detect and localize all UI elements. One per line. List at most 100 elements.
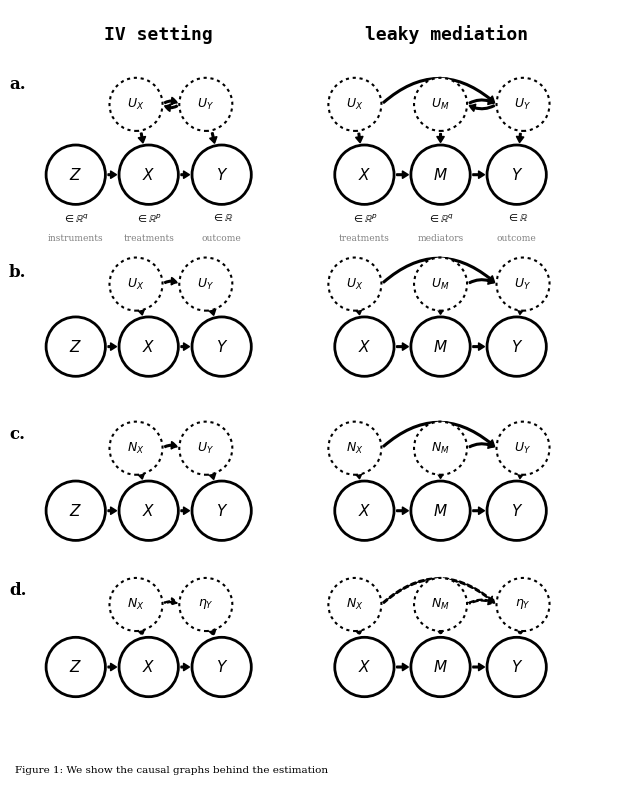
FancyArrowPatch shape bbox=[473, 663, 484, 671]
FancyArrowPatch shape bbox=[355, 629, 362, 635]
Text: c.: c. bbox=[9, 426, 25, 442]
FancyArrowPatch shape bbox=[108, 343, 116, 350]
FancyArrowPatch shape bbox=[383, 78, 495, 103]
Ellipse shape bbox=[46, 481, 106, 541]
Text: $X$: $X$ bbox=[358, 338, 371, 355]
Text: $\in \mathbb{R}^q$: $\in \mathbb{R}^q$ bbox=[427, 212, 454, 224]
FancyArrowPatch shape bbox=[469, 442, 494, 448]
FancyArrowPatch shape bbox=[165, 104, 177, 111]
Ellipse shape bbox=[487, 317, 547, 376]
Ellipse shape bbox=[46, 145, 106, 205]
Ellipse shape bbox=[109, 422, 163, 475]
Text: $N_{M}$: $N_{M}$ bbox=[431, 597, 450, 612]
FancyArrowPatch shape bbox=[469, 98, 494, 105]
FancyArrowPatch shape bbox=[164, 442, 177, 449]
FancyArrowPatch shape bbox=[181, 663, 189, 671]
Text: $X$: $X$ bbox=[358, 503, 371, 519]
Ellipse shape bbox=[411, 637, 470, 696]
Ellipse shape bbox=[109, 78, 163, 131]
Ellipse shape bbox=[119, 317, 179, 376]
Text: $N_{X}$: $N_{X}$ bbox=[346, 597, 364, 612]
FancyArrowPatch shape bbox=[210, 133, 217, 143]
FancyArrowPatch shape bbox=[181, 172, 189, 178]
Text: $U_{Y}$: $U_{Y}$ bbox=[197, 276, 214, 292]
Text: a.: a. bbox=[9, 76, 26, 94]
Text: $U_{Y}$: $U_{Y}$ bbox=[197, 441, 214, 456]
Text: $U_{Y}$: $U_{Y}$ bbox=[197, 97, 214, 112]
Ellipse shape bbox=[328, 422, 381, 475]
Text: $\in \mathbb{R}$: $\in \mathbb{R}$ bbox=[506, 212, 528, 224]
FancyArrowPatch shape bbox=[469, 277, 494, 284]
Ellipse shape bbox=[487, 145, 547, 205]
Text: $N_{X}$: $N_{X}$ bbox=[346, 441, 364, 456]
Text: mediators: mediators bbox=[417, 234, 463, 243]
FancyArrowPatch shape bbox=[516, 134, 524, 142]
Ellipse shape bbox=[328, 78, 381, 131]
Text: $Y$: $Y$ bbox=[511, 167, 523, 183]
Ellipse shape bbox=[487, 637, 547, 696]
Text: $\eta_Y$: $\eta_Y$ bbox=[515, 597, 531, 611]
Text: $\in \mathbb{R}^p$: $\in \mathbb{R}^p$ bbox=[135, 212, 163, 224]
FancyArrowPatch shape bbox=[437, 629, 444, 634]
Ellipse shape bbox=[46, 637, 106, 696]
Text: $U_{X}$: $U_{X}$ bbox=[127, 97, 145, 112]
FancyArrowPatch shape bbox=[383, 422, 495, 447]
FancyArrowPatch shape bbox=[437, 309, 444, 314]
Text: $X$: $X$ bbox=[358, 167, 371, 183]
FancyArrowPatch shape bbox=[470, 105, 494, 111]
FancyArrowPatch shape bbox=[397, 508, 408, 514]
FancyArrowPatch shape bbox=[355, 473, 362, 478]
FancyArrowPatch shape bbox=[138, 133, 145, 142]
Ellipse shape bbox=[414, 78, 467, 131]
FancyArrowPatch shape bbox=[181, 343, 189, 350]
FancyArrowPatch shape bbox=[164, 278, 177, 285]
FancyArrowPatch shape bbox=[437, 134, 444, 142]
FancyArrowPatch shape bbox=[437, 473, 444, 478]
Ellipse shape bbox=[335, 481, 394, 541]
Ellipse shape bbox=[109, 257, 163, 311]
FancyArrowPatch shape bbox=[397, 663, 408, 671]
Ellipse shape bbox=[192, 481, 252, 541]
Text: $\in \mathbb{R}$: $\in \mathbb{R}$ bbox=[211, 212, 233, 224]
FancyArrowPatch shape bbox=[356, 133, 363, 142]
Ellipse shape bbox=[497, 78, 550, 131]
Text: $Z$: $Z$ bbox=[69, 167, 83, 183]
Ellipse shape bbox=[119, 145, 179, 205]
Text: $U_{Y}$: $U_{Y}$ bbox=[515, 441, 532, 456]
Text: instruments: instruments bbox=[48, 234, 104, 243]
FancyArrowPatch shape bbox=[209, 309, 216, 315]
Ellipse shape bbox=[46, 317, 106, 376]
Text: $Y$: $Y$ bbox=[216, 338, 228, 355]
Ellipse shape bbox=[179, 422, 232, 475]
Ellipse shape bbox=[335, 145, 394, 205]
Text: $M$: $M$ bbox=[433, 338, 448, 355]
FancyArrowPatch shape bbox=[473, 172, 484, 178]
Ellipse shape bbox=[192, 145, 252, 205]
Ellipse shape bbox=[335, 637, 394, 696]
Text: $N_{X}$: $N_{X}$ bbox=[127, 441, 145, 456]
FancyArrowPatch shape bbox=[164, 98, 177, 105]
Text: Figure 1: We show the causal graphs behind the estimation: Figure 1: We show the causal graphs behi… bbox=[15, 766, 328, 775]
FancyArrowPatch shape bbox=[108, 172, 116, 178]
Text: $X$: $X$ bbox=[142, 167, 156, 183]
FancyArrowPatch shape bbox=[209, 473, 216, 479]
Text: $X$: $X$ bbox=[142, 503, 156, 519]
Ellipse shape bbox=[192, 317, 252, 376]
FancyArrowPatch shape bbox=[383, 578, 495, 603]
FancyArrowPatch shape bbox=[383, 257, 495, 283]
Text: treatments: treatments bbox=[339, 234, 390, 243]
Text: $U_{M}$: $U_{M}$ bbox=[431, 97, 450, 112]
Text: $X$: $X$ bbox=[142, 338, 156, 355]
Text: $\eta_Y$: $\eta_Y$ bbox=[198, 597, 214, 611]
FancyArrowPatch shape bbox=[397, 343, 408, 350]
Text: outcome: outcome bbox=[497, 234, 536, 243]
FancyArrowPatch shape bbox=[517, 472, 524, 478]
Ellipse shape bbox=[497, 257, 550, 311]
Ellipse shape bbox=[328, 257, 381, 311]
Text: $Y$: $Y$ bbox=[216, 503, 228, 519]
Ellipse shape bbox=[335, 317, 394, 376]
Text: leaky mediation: leaky mediation bbox=[365, 24, 529, 43]
Text: $Z$: $Z$ bbox=[69, 659, 83, 675]
Text: outcome: outcome bbox=[202, 234, 241, 243]
Ellipse shape bbox=[109, 578, 163, 631]
